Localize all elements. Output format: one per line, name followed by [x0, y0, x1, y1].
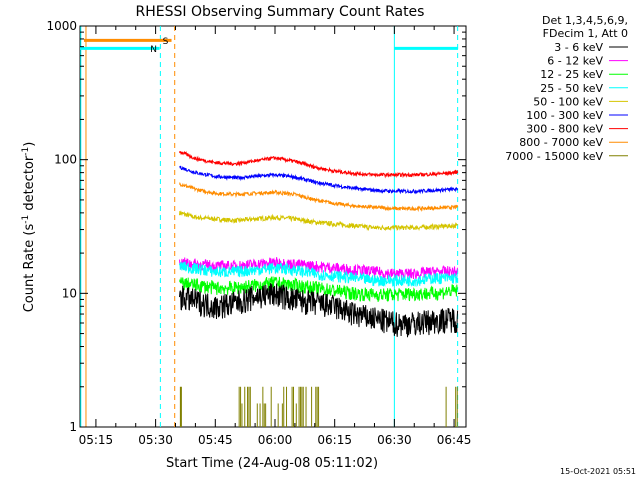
x-tick-label: 05:45	[198, 433, 233, 447]
series-line	[179, 276, 459, 303]
y-tick-label: 10	[62, 286, 77, 300]
attenuator-bars	[179, 386, 458, 427]
y-axis-label-part: Count Rate (s	[22, 224, 37, 313]
legend-label: 3 - 6 keV	[554, 41, 603, 54]
y-axis-label: Count Rate (s-1 detector-1)	[21, 142, 37, 313]
y-tick-label: 1000	[46, 19, 77, 33]
legend-label: 50 - 100 keV	[533, 95, 603, 108]
y-axis-label-sup: -1	[21, 215, 31, 224]
x-tick-label: 06:00	[258, 433, 293, 447]
y-axis-label-part: detector	[22, 155, 37, 215]
legend: Det 1,3,4,5,6,9, FDecim 1, Att 0 3 - 6 k…	[505, 14, 628, 163]
chart-title: RHESSI Observing Summary Count Rates	[136, 4, 425, 20]
legend-header-line: Det 1,3,4,5,6,9,	[542, 14, 628, 27]
y-axis-ticks: 1 10 100 1000	[46, 19, 466, 434]
series-line	[179, 165, 459, 195]
y-tick-label: 1	[69, 420, 77, 434]
legend-label: 7000 - 15000 keV	[505, 150, 603, 163]
x-tick-label: 06:30	[377, 433, 412, 447]
legend-label: 800 - 7000 keV	[519, 136, 603, 149]
series-line	[179, 150, 459, 179]
y-axis-label-part: )	[22, 142, 37, 147]
y-tick-label: 100	[54, 153, 77, 167]
timestamp: 15-Oct-2021 05:51	[560, 467, 636, 476]
x-tick-label: 05:15	[79, 433, 114, 447]
series-line	[179, 210, 459, 232]
legend-label: 300 - 800 keV	[526, 123, 603, 136]
x-tick-label: 05:30	[138, 433, 173, 447]
legend-label: 25 - 50 keV	[540, 82, 603, 95]
series-line	[179, 261, 459, 288]
attenuator-bar	[179, 386, 182, 427]
plot-frame	[79, 25, 467, 428]
flag-bar-label: S	[163, 37, 169, 47]
legend-header-line: FDecim 1, Att 0	[543, 27, 628, 40]
series-lines	[179, 150, 459, 338]
legend-label: 6 - 12 keV	[547, 55, 603, 68]
x-tick-label: 06:45	[437, 433, 472, 447]
x-axis-ticks: 05:15 05:30 05:45 06:00 06:15 06:30 06:45	[79, 26, 472, 447]
series-line	[179, 181, 459, 213]
series-line	[179, 283, 459, 338]
x-tick-label: 06:15	[317, 433, 352, 447]
legend-label: 12 - 25 keV	[540, 68, 603, 81]
plot-area: SN 05:15 05:30 05:45 06:00 06:15 06:30 06:45 1…	[46, 19, 471, 447]
y-axis-label-sup: -1	[21, 147, 31, 156]
flag-bars: SN	[80, 37, 459, 55]
legend-label: 100 - 300 keV	[526, 109, 603, 122]
flag-bar-label: N	[150, 45, 157, 55]
x-axis-label: Start Time (24-Aug-08 05:11:02)	[166, 456, 378, 471]
